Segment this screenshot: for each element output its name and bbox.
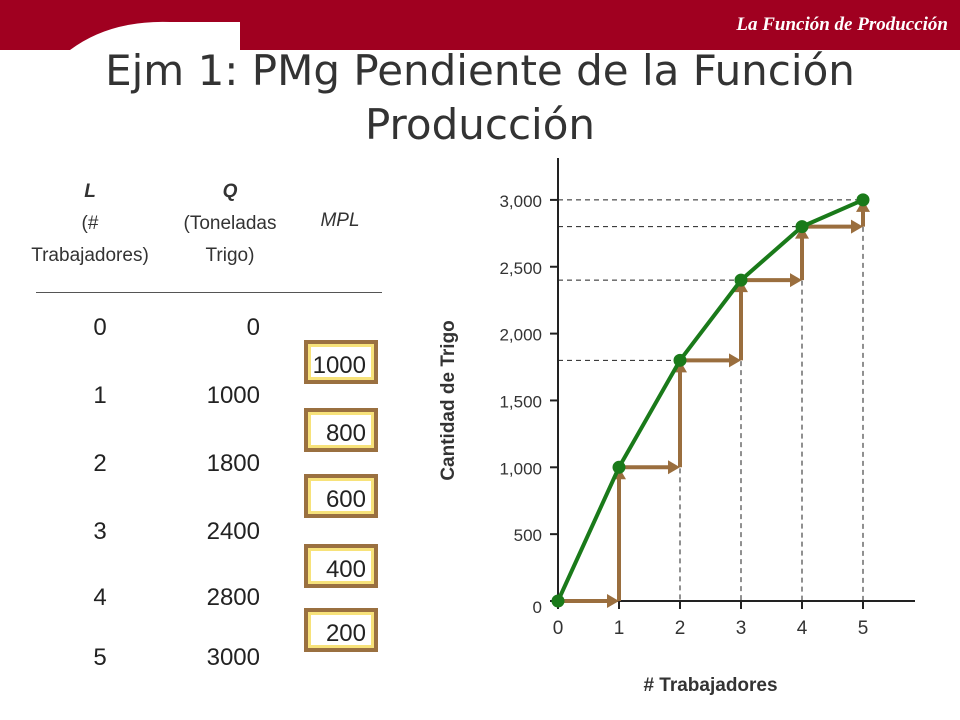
column-header-q-sub1: (Toneladas	[183, 213, 277, 234]
cell-q-0: 0	[246, 314, 260, 341]
cell-q-4: 2800	[206, 584, 260, 611]
production-curve	[556, 198, 864, 602]
header-divider	[36, 292, 382, 293]
x-axis-title: # Trabajadores	[643, 675, 777, 696]
y-tick-label-1500: 1,500	[499, 392, 542, 411]
cell-l-3: 3	[93, 518, 107, 545]
y-tick-label-1000: 1,000	[499, 459, 542, 478]
cell-q-3: 2400	[206, 518, 260, 545]
y-tick-label-2000: 2,000	[499, 326, 542, 345]
data-point-3	[734, 273, 748, 287]
data-point-4	[795, 220, 809, 234]
x-tick-label-4: 4	[797, 618, 808, 639]
y-tick-label-3000: 3,000	[499, 192, 542, 211]
slide-title: Ejm 1: PMg Pendiente de la Función Produ…	[105, 46, 855, 149]
cell-l-5: 5	[93, 644, 107, 671]
column-header-q: Q (Toneladas Trigo)	[160, 176, 300, 272]
cell-l-1: 1	[93, 382, 107, 409]
column-header-mpl: MPL	[320, 210, 360, 231]
cell-l-4: 4	[93, 584, 107, 611]
banner-curve-decoration	[70, 21, 240, 50]
step-run-arrowhead-1	[607, 594, 619, 608]
header-banner: La Función de Producción	[0, 0, 960, 50]
production-function-chart: 0 500 1,000 1,500 2,000 2,500 3,000 0 1 2 3 4 5 # Tra…	[438, 158, 915, 696]
y-tick-label-2500: 2,500	[499, 259, 542, 278]
column-header-q-sub2: Trigo)	[205, 245, 255, 266]
column-header-q-letter: Q	[222, 181, 238, 202]
data-point-0	[551, 594, 565, 608]
x-tick-label-3: 3	[736, 618, 747, 639]
step-run-arrowhead-5	[851, 219, 863, 234]
column-header-l-sub2: Trabajadores)	[31, 245, 149, 266]
x-tick-label-0: 0	[553, 618, 564, 639]
mpl-value-3: 600	[325, 486, 366, 513]
x-tick-label-1: 1	[614, 618, 625, 639]
column-header-l: L (# Trabajadores)	[10, 176, 170, 272]
step-run-arrowhead-2	[668, 460, 680, 475]
y-axis-title: Cantidad de Trigo	[438, 320, 459, 480]
data-point-1	[612, 460, 626, 474]
cell-q-1: 1000	[206, 382, 260, 409]
mpl-box-5: 200	[304, 608, 378, 652]
step-run-arrowhead-4	[790, 273, 802, 288]
x-tick-label-2: 2	[675, 618, 686, 639]
x-tick-label-5: 5	[858, 618, 869, 639]
cell-l-0: 0	[93, 314, 107, 341]
mpl-value-5: 200	[325, 620, 366, 647]
column-header-l-sub1: (#	[81, 213, 99, 234]
step-run-arrowhead-3	[729, 353, 741, 368]
cell-q-2: 1800	[206, 450, 260, 477]
mpl-value-4: 400	[325, 556, 366, 583]
data-point-2	[673, 353, 687, 367]
y-tick-label-0: 0	[533, 598, 542, 617]
mpl-box-4: 400	[304, 544, 378, 588]
column-header-l-letter: L	[84, 181, 96, 202]
data-point-5	[856, 193, 870, 207]
mpl-box-2: 800	[304, 408, 378, 452]
cell-q-5: 3000	[206, 644, 260, 671]
mpl-value-1: 1000	[312, 352, 366, 379]
mpl-box-1: 1000	[304, 340, 378, 384]
mpl-value-2: 800	[325, 420, 366, 447]
mpl-box-3: 600	[304, 474, 378, 518]
cell-l-2: 2	[93, 450, 107, 477]
y-tick-label-500: 500	[514, 526, 542, 545]
header-label: La Función de Producción	[736, 14, 948, 35]
